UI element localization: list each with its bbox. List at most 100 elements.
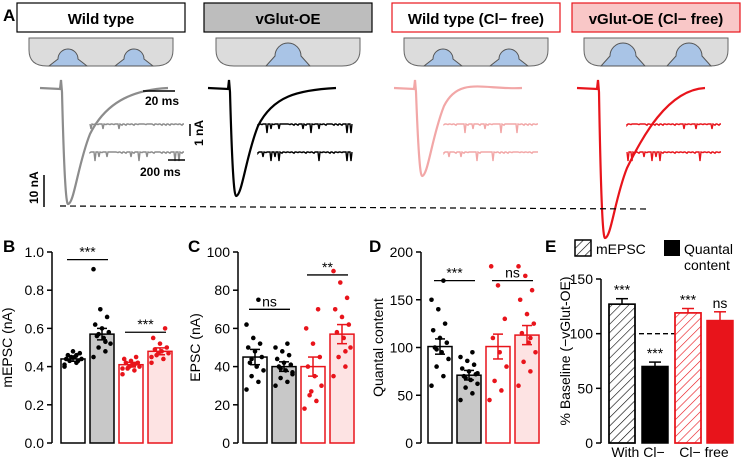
data-point: [468, 377, 474, 383]
data-point: [470, 349, 475, 355]
data-point: [108, 341, 113, 346]
synaptic-bouton-icon: [47, 48, 89, 67]
y-axis-label: % Baseline (−vGlut-OE): [557, 277, 573, 426]
data-point: [67, 358, 72, 364]
data-point: [319, 383, 324, 389]
data-point: [446, 356, 451, 362]
data-point: [519, 330, 525, 336]
data-point: [120, 366, 125, 371]
muscle-dish-icon: [28, 37, 174, 67]
data-point: [245, 345, 251, 350]
data-point: [312, 373, 318, 379]
data-point: [317, 354, 323, 360]
data-point: [132, 362, 137, 367]
data-point: [490, 335, 496, 341]
data-point: [434, 364, 439, 369]
data-point: [104, 314, 110, 320]
data-point: [343, 349, 348, 354]
data-point: [103, 349, 108, 354]
data-point: [315, 307, 321, 312]
significance-label: ***: [137, 316, 154, 332]
y-tick-label: 200: [390, 244, 414, 260]
data-point: [492, 378, 497, 384]
condition-box: [203, 2, 373, 33]
condition-box: [16, 2, 186, 33]
panel-a-letter: A: [3, 6, 15, 25]
condition-label: vGlut-OE (Cl− free): [589, 11, 724, 28]
y-tick-label: 60: [214, 320, 230, 336]
evoked-trace: [39, 79, 169, 206]
data-point: [533, 349, 538, 355]
data-point: [149, 360, 154, 366]
data-point: [283, 368, 289, 373]
data-point: [516, 383, 521, 389]
data-point: [285, 341, 290, 346]
bar: [271, 365, 297, 444]
legend-label-quantal-1: Quantal: [684, 241, 733, 257]
data-point: [91, 266, 96, 272]
data-point: [434, 347, 439, 352]
y-axis-label: mEPSC (nA): [0, 307, 15, 387]
data-point: [251, 335, 256, 341]
data-point: [463, 385, 468, 390]
data-point: [344, 295, 350, 301]
data-point: [247, 360, 253, 366]
evoked-trace: [576, 79, 706, 240]
data-point: [128, 358, 134, 364]
data-point: [149, 354, 154, 360]
data-point: [332, 307, 338, 312]
data-point: [429, 297, 434, 303]
data-point: [164, 345, 170, 350]
data-point: [120, 371, 125, 377]
data-point: [152, 347, 158, 352]
bar: [485, 345, 511, 444]
y-tick-label: 100: [570, 326, 594, 342]
data-point: [466, 369, 472, 374]
data-point: [162, 326, 168, 331]
synaptic-bouton-icon: [665, 42, 713, 67]
data-point: [444, 340, 450, 346]
panel-letter: E: [545, 237, 556, 256]
muscle-dish-icon: [403, 37, 549, 67]
data-point: [458, 354, 463, 360]
condition-box: [571, 2, 741, 33]
y-axis-label: EPSC (nA): [187, 313, 203, 381]
data-point: [338, 280, 343, 285]
data-point: [429, 383, 434, 389]
data-point: [441, 373, 446, 379]
data-point: [471, 362, 477, 367]
data-point: [314, 398, 319, 404]
data-point: [244, 387, 249, 392]
panel-letter: B: [3, 237, 15, 256]
data-point: [531, 321, 537, 326]
scale-mini-amp-label: 1 nA: [192, 120, 206, 146]
data-point: [487, 397, 492, 403]
data-point: [74, 352, 79, 358]
data-point: [436, 307, 441, 312]
y-tick-label: 40: [214, 359, 230, 375]
data-point: [96, 345, 101, 350]
category-label: Cl− free: [679, 444, 729, 459]
synaptic-bouton-icon: [422, 48, 464, 67]
mini-trace: [89, 122, 184, 130]
mini-trace: [89, 150, 184, 162]
data-point: [437, 335, 443, 341]
bar: [329, 333, 355, 444]
data-point: [343, 364, 348, 369]
data-point: [278, 375, 283, 381]
data-point: [339, 314, 345, 320]
data-point: [341, 335, 347, 341]
data-point: [528, 369, 533, 374]
mini-trace: [626, 122, 721, 130]
data-point: [121, 356, 127, 362]
evoked-trace: [393, 79, 523, 178]
data-point: [475, 370, 480, 376]
condition-box: [391, 2, 561, 33]
data-point: [257, 341, 263, 346]
data-point: [523, 273, 528, 279]
data-point: [77, 350, 83, 356]
significance-label: ***: [614, 282, 631, 298]
y-tick-label: 80: [214, 282, 230, 298]
